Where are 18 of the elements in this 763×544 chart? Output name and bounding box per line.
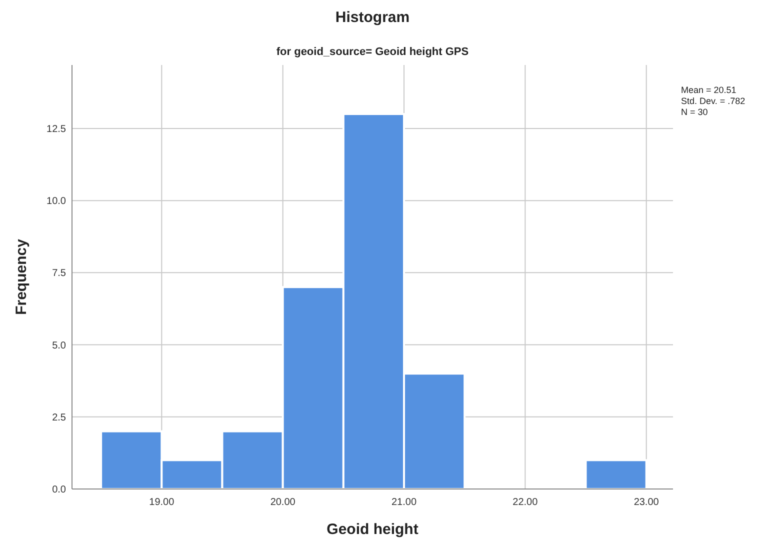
chart-title: Histogram xyxy=(335,9,410,26)
text: Mean = 20.51 xyxy=(681,85,736,95)
x-axis-title: Geoid height xyxy=(326,521,418,538)
x-tick-label: 19.00 xyxy=(149,497,175,508)
y-axis-title: Frequency xyxy=(13,238,30,315)
y-tick-label: 0.0 xyxy=(52,484,66,496)
x-tick-label: 20.00 xyxy=(270,497,296,508)
x-tick-label: 21.00 xyxy=(391,497,417,508)
y-tick-label: 5.0 xyxy=(52,340,66,352)
y-tick-label: 7.5 xyxy=(52,268,66,280)
y-tick-label: 12.5 xyxy=(46,124,66,135)
y-tick-label: 2.5 xyxy=(52,412,66,424)
text: N = 30 xyxy=(681,107,708,117)
y-tick-label: 10.0 xyxy=(46,196,66,208)
x-tick-label: 23.00 xyxy=(634,497,660,508)
chart-subtitle: for geoid_source= Geoid height GPS xyxy=(276,46,469,58)
text: Std. Dev. = .782 xyxy=(681,96,746,106)
x-tick-label: 22.00 xyxy=(512,497,538,508)
